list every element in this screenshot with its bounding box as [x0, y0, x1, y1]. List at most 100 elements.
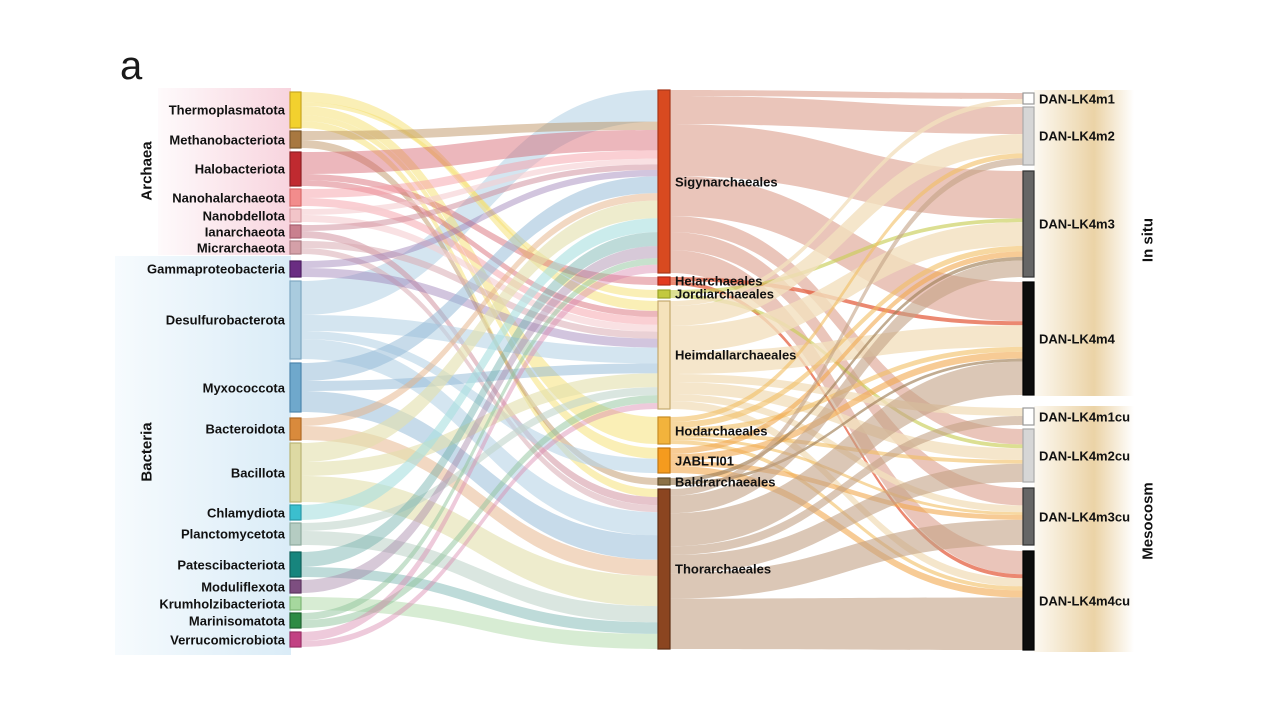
- sankey-node-myxo: [289, 362, 302, 413]
- flow-ribbon: [670, 218, 1023, 294]
- sankey-node-sigyn: [657, 89, 671, 274]
- flow-ribbon: [301, 164, 658, 231]
- flow-ribbon: [670, 461, 1023, 520]
- node-label-bacillota: Bacillota: [230, 465, 285, 480]
- sankey-node-methano: [289, 130, 302, 149]
- sankey-node-verruco: [289, 631, 302, 648]
- sankey-node-jord: [657, 289, 671, 299]
- flow-ribbon: [670, 245, 1023, 428]
- sankey-node-halo: [289, 151, 302, 187]
- flow-ribbon: [670, 597, 1023, 650]
- flow-ribbon: [301, 258, 658, 620]
- flow-ribbon: [670, 466, 1023, 598]
- node-label-iana: Ianarchaeota: [204, 224, 285, 239]
- sankey-node-m1cu: [1022, 407, 1035, 426]
- node-label-thor: Thorarchaeales: [675, 561, 772, 577]
- flow-ribbon: [301, 426, 658, 576]
- group-label-archaea: Archaea: [138, 141, 156, 201]
- node-label-m3cu: DAN-LK4m3cu: [1039, 509, 1131, 524]
- node-label-nanob: Nanobdellota: [202, 208, 285, 223]
- flow-ribbon: [670, 99, 1023, 306]
- sankey-node-hel: [657, 276, 671, 286]
- flow-ribbon: [670, 153, 1023, 422]
- flow-ribbon: [301, 531, 658, 623]
- bacteria-bg: [115, 256, 291, 655]
- node-label-bacteroid: Bacteroidota: [205, 421, 285, 437]
- sankey-node-m4cu: [1022, 550, 1035, 651]
- sankey-node-marini: [289, 612, 302, 629]
- flow-ribbon: [301, 169, 658, 268]
- flow-ribbon: [301, 476, 658, 607]
- flow-ribbon: [301, 246, 658, 593]
- node-label-jord: Jordiarchaeales: [675, 286, 775, 302]
- node-label-m2: DAN-LK4m2: [1039, 128, 1115, 144]
- node-label-bald: Baldrarchaeales: [675, 474, 776, 489]
- node-label-planct: Planctomycetota: [180, 526, 285, 542]
- sankey-node-bacteroid: [289, 417, 302, 441]
- group-label-insitu: In situ: [1139, 217, 1157, 263]
- group-label-bacteria: Bacteria: [138, 422, 156, 482]
- group-label-mesocosm: Mesocosm: [1139, 482, 1157, 560]
- sankey-node-patesci: [289, 551, 302, 578]
- sankey-node-krum: [289, 596, 302, 611]
- sankey-node-m2cu: [1022, 428, 1035, 483]
- sankey-node-m1: [1022, 92, 1035, 105]
- flow-ribbon: [301, 387, 658, 531]
- sankey-node-desulf: [289, 280, 302, 360]
- sankey-node-thermo: [289, 91, 302, 129]
- node-label-krum: Krumholzibacteriota: [159, 596, 285, 611]
- sankey-node-bald: [657, 477, 671, 486]
- sankey-node-bacillota: [289, 442, 302, 503]
- flow-ribbon: [670, 361, 1023, 547]
- flow-ribbon: [301, 567, 658, 634]
- node-label-sigyn: Sigynarchaeales: [675, 174, 778, 189]
- sankey-node-nanohal: [289, 188, 302, 207]
- sankey-node-modul: [289, 579, 302, 594]
- sankey-node-thor: [657, 488, 671, 650]
- flow-ribbon: [301, 403, 658, 647]
- node-label-m1: DAN-LK4m1: [1039, 91, 1115, 106]
- flow-ribbon: [301, 241, 658, 339]
- sankey-node-m3: [1022, 170, 1035, 278]
- node-label-desulf: Desulfurobacterota: [165, 312, 285, 328]
- flow-ribbon: [670, 463, 1023, 574]
- flow-ribbon: [670, 250, 1023, 575]
- flow-ribbon: [670, 437, 1023, 516]
- node-label-chlam: Chlamydiota: [206, 505, 285, 520]
- node-label-methano: Methanobacteriota: [169, 132, 285, 147]
- node-label-m4cu: DAN-LK4m4cu: [1039, 593, 1131, 608]
- node-label-thermo: Thermoplasmatota: [168, 102, 285, 118]
- flow-ribbon: [301, 331, 658, 473]
- node-label-halo: Halobacteriota: [194, 161, 285, 177]
- node-label-micr: Micrarchaeota: [196, 240, 285, 255]
- node-label-m3: DAN-LK4m3: [1039, 216, 1115, 232]
- sankey-node-heim: [657, 300, 671, 410]
- node-label-m4: DAN-LK4m4: [1039, 331, 1115, 346]
- node-label-myxo: Myxococcota: [202, 380, 285, 395]
- node-label-hel: Helarchaeales: [675, 273, 763, 289]
- node-label-verruco: Verrucomicrobiota: [170, 632, 285, 647]
- node-label-patesci: Patescibacteriota: [177, 557, 285, 572]
- sankey-node-m4: [1022, 281, 1035, 396]
- mesocosm-bg: [1034, 406, 1134, 652]
- flow-ribbon: [670, 90, 1023, 99]
- node-label-gamma: Gammaproteobacteria: [147, 261, 285, 277]
- flow-ribbon: [301, 232, 658, 568]
- flow-ribbon: [670, 277, 1023, 326]
- flow-ribbon: [670, 351, 1023, 461]
- flow-ribbon: [670, 358, 1023, 485]
- node-label-nanohal: Nanohalarchaeota: [172, 190, 285, 205]
- node-label-m1cu: DAN-LK4m1cu: [1039, 409, 1131, 424]
- flow-ribbon: [670, 260, 1023, 514]
- archaea-bg: [158, 88, 291, 255]
- flow-ribbon: [301, 121, 658, 140]
- node-label-modul: Moduliflexota: [201, 579, 285, 594]
- sankey-node-planct: [289, 522, 302, 546]
- sankey-node-gamma: [289, 260, 302, 278]
- flow-ribbon: [670, 134, 1023, 326]
- node-label-m2cu: DAN-LK4m2cu: [1039, 448, 1131, 463]
- flow-ribbon: [301, 198, 658, 325]
- sankey-node-m2: [1022, 106, 1035, 166]
- panel-label: a: [120, 44, 143, 88]
